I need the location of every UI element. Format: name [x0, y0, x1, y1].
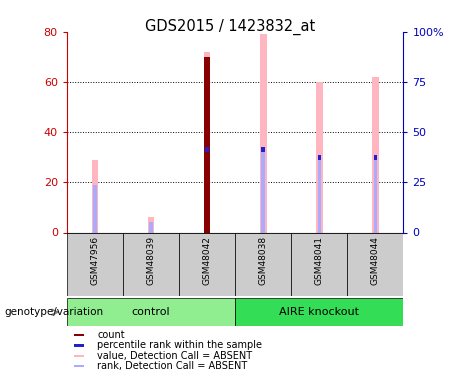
- Bar: [347, 232, 403, 296]
- Text: AIRE knockout: AIRE knockout: [279, 307, 359, 317]
- Text: GSM48038: GSM48038: [259, 236, 268, 285]
- Bar: [318, 160, 321, 232]
- Bar: [316, 82, 323, 232]
- Bar: [67, 298, 235, 326]
- Bar: [261, 147, 265, 152]
- Bar: [74, 355, 83, 357]
- Text: value, Detection Call = ABSENT: value, Detection Call = ABSENT: [97, 351, 252, 361]
- Text: GSM48042: GSM48042: [202, 236, 212, 285]
- Text: control: control: [132, 307, 170, 317]
- Bar: [67, 232, 123, 296]
- Bar: [204, 57, 210, 232]
- Bar: [93, 185, 96, 232]
- Bar: [261, 152, 265, 232]
- Text: GSM47956: GSM47956: [90, 236, 100, 285]
- Bar: [148, 217, 154, 232]
- Bar: [206, 152, 209, 232]
- Bar: [149, 222, 153, 232]
- Text: GSM48041: GSM48041: [315, 236, 324, 285]
- Bar: [92, 160, 98, 232]
- Bar: [179, 232, 235, 296]
- Text: count: count: [97, 330, 125, 340]
- Bar: [318, 155, 321, 160]
- Text: GDS2015 / 1423832_at: GDS2015 / 1423832_at: [145, 19, 316, 35]
- Bar: [374, 155, 377, 160]
- Text: GSM48044: GSM48044: [371, 236, 380, 285]
- Text: percentile rank within the sample: percentile rank within the sample: [97, 340, 262, 351]
- Bar: [291, 232, 347, 296]
- Bar: [260, 34, 266, 232]
- Bar: [74, 365, 83, 367]
- Bar: [74, 344, 83, 346]
- Bar: [235, 298, 403, 326]
- Text: genotype/variation: genotype/variation: [5, 307, 104, 317]
- Bar: [374, 160, 377, 232]
- Text: rank, Detection Call = ABSENT: rank, Detection Call = ABSENT: [97, 361, 248, 371]
- Bar: [204, 52, 210, 232]
- Bar: [74, 334, 83, 336]
- Bar: [206, 147, 209, 152]
- Text: GSM48039: GSM48039: [147, 236, 155, 285]
- Bar: [123, 232, 179, 296]
- Bar: [372, 77, 378, 232]
- Bar: [235, 232, 291, 296]
